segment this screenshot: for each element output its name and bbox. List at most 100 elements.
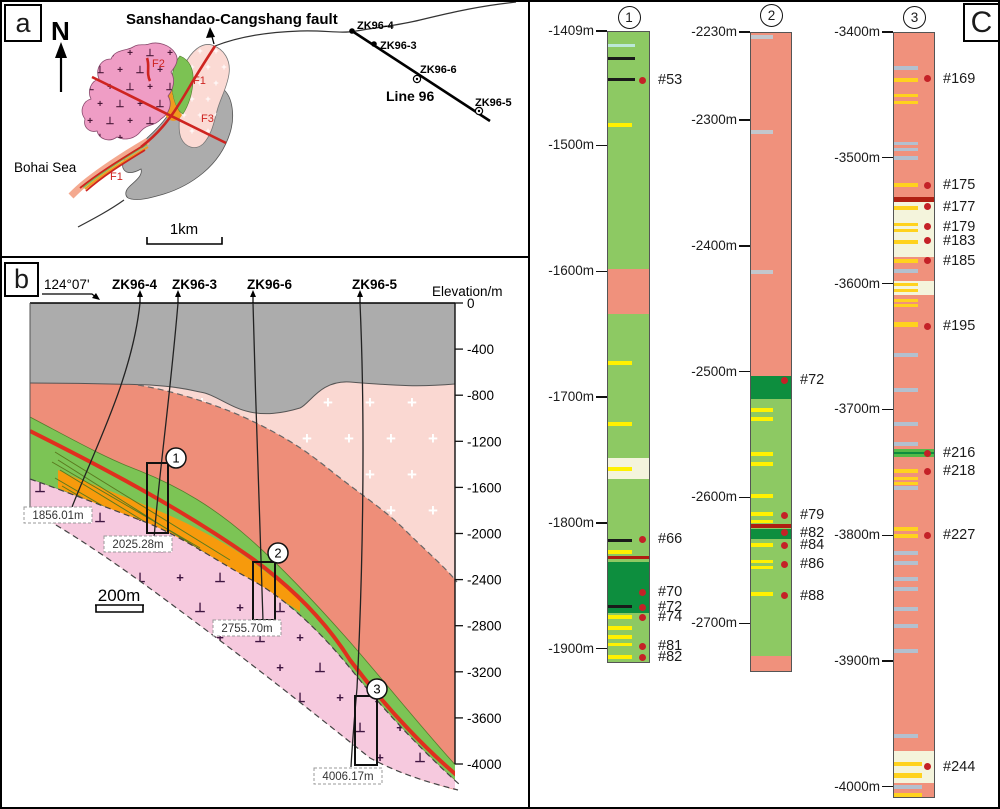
lithology-symbol: + bbox=[256, 690, 264, 705]
lithology-symbol: ⊥ bbox=[174, 750, 185, 765]
sample-dot bbox=[781, 376, 788, 384]
lithology-symbol: ⊥ bbox=[134, 690, 145, 705]
lith-band-gray_band bbox=[751, 270, 773, 275]
lithology-symbol: ⊥ bbox=[114, 720, 125, 735]
lith-band-yellow bbox=[751, 566, 773, 570]
sample-interval-rect-1 bbox=[146, 462, 169, 534]
lith-band-yellow bbox=[608, 360, 632, 365]
borehole-collar-label: ZK96-5 bbox=[352, 277, 398, 292]
sample-dot bbox=[924, 763, 931, 771]
lith-band-bluegray bbox=[894, 155, 918, 160]
depth-tick bbox=[739, 119, 750, 121]
panel-b-label: b bbox=[4, 262, 39, 297]
sample-dot bbox=[781, 511, 788, 519]
depth-tick bbox=[596, 396, 607, 398]
lith-band-gold bbox=[894, 476, 918, 480]
lithology-symbol: + bbox=[156, 600, 164, 615]
lith-band-yellow bbox=[751, 543, 773, 547]
borehole-arrow-icon bbox=[250, 290, 256, 297]
elevation-tick-label: -800 bbox=[467, 388, 494, 403]
elevation-tick-label: -3600 bbox=[467, 711, 502, 726]
sample-dot bbox=[639, 588, 646, 596]
lithology-symbol: + bbox=[76, 720, 84, 735]
lithology-symbol: + bbox=[167, 48, 173, 59]
lithology-symbol: + bbox=[56, 750, 64, 765]
lithology-symbol: + bbox=[147, 82, 153, 93]
lith-band-bluegray bbox=[894, 784, 922, 789]
borehole-trace-zk96-3 bbox=[153, 302, 179, 540]
bearing-arrow-icon bbox=[92, 293, 100, 300]
sample-dot bbox=[924, 223, 931, 231]
depth-tick bbox=[882, 660, 893, 662]
sample-dot bbox=[639, 642, 646, 650]
lith-band-gold bbox=[894, 793, 922, 798]
column-marker-2: 2 bbox=[760, 4, 783, 27]
lithology-symbol: ⊥ bbox=[166, 82, 175, 93]
lithology-symbol: + bbox=[407, 465, 417, 484]
lithology-symbol: ⊥ bbox=[96, 65, 105, 76]
section-marker-1: 1 bbox=[165, 447, 187, 469]
elevation-tick-label: -2400 bbox=[467, 573, 502, 588]
lithology-symbol: + bbox=[197, 46, 202, 56]
borehole-trace-zk96-6 bbox=[252, 302, 264, 622]
lith-band-bluegray bbox=[894, 587, 918, 592]
lithology-symbol: ⊥ bbox=[174, 630, 185, 645]
borehole-collar-label: ZK96-6 bbox=[247, 277, 293, 292]
depth-tick-label: -1900m bbox=[548, 640, 594, 656]
sample-label: #53 bbox=[658, 72, 683, 89]
lithology-symbol: + bbox=[87, 116, 93, 127]
depth-tick bbox=[882, 282, 893, 285]
depth-tick-label: -3700m bbox=[834, 401, 880, 417]
elevation-tick-label: -3200 bbox=[467, 665, 502, 680]
lithology-symbol: ⊥ bbox=[106, 116, 115, 127]
lith-band-bluegray bbox=[894, 550, 918, 555]
lithology-symbol: ⊥ bbox=[194, 720, 205, 735]
lith-band-gold bbox=[894, 77, 918, 82]
pluton-top-dashed-boundary bbox=[29, 478, 461, 786]
lithology-symbol: + bbox=[117, 65, 123, 76]
sample-dot bbox=[639, 653, 646, 661]
sample-label: #79 bbox=[800, 507, 825, 524]
sample-dot bbox=[924, 467, 931, 475]
lithology-symbol: + bbox=[197, 78, 202, 88]
depth-tick-label: -3400m bbox=[834, 24, 880, 39]
lithology-symbol: ⊥ bbox=[274, 600, 285, 615]
sample-label: #70 bbox=[658, 584, 683, 601]
lith-band-yellow bbox=[751, 592, 773, 597]
fault-title-arrow bbox=[206, 27, 215, 38]
sample-dot bbox=[924, 203, 931, 211]
lithology-symbol: ⊥ bbox=[34, 720, 45, 735]
lith-band-yellow bbox=[608, 626, 632, 631]
lith-band-gold bbox=[894, 299, 918, 303]
lith-band-darkred bbox=[751, 524, 791, 529]
elevation-tick-label: 0 bbox=[467, 296, 475, 311]
elevation-axis-label: Elevation/m bbox=[432, 284, 503, 299]
lith-band-yellow bbox=[608, 643, 632, 647]
lithology-symbol: + bbox=[407, 393, 417, 412]
lith-band-yellow bbox=[608, 655, 632, 660]
depth-tick bbox=[596, 522, 607, 524]
lith-band-gold bbox=[894, 100, 918, 104]
lith-band-yellow bbox=[751, 511, 773, 516]
depth-tick-label: -4000m bbox=[834, 778, 880, 794]
panel-a-map: ++++++++++++++++++ +⊥+⊥+⊥+⊥+⊥+⊥+⊥+⊥+⊥+⊥+… bbox=[14, 1, 517, 245]
lithology-symbol: + bbox=[197, 110, 202, 120]
strip-orange bbox=[84, 146, 149, 190]
lithology-symbol: + bbox=[127, 116, 133, 127]
lithology-symbol: + bbox=[428, 429, 438, 448]
depth-tick bbox=[739, 622, 750, 624]
sample-dot bbox=[781, 529, 788, 537]
lithology-symbol: + bbox=[296, 750, 304, 765]
lithology-symbol: + bbox=[396, 720, 404, 735]
lith-band-bluegray bbox=[894, 388, 918, 393]
lithology-symbol: + bbox=[76, 600, 84, 615]
lithology-symbol: + bbox=[213, 46, 218, 56]
lith-band-bluegray bbox=[894, 734, 918, 739]
lithology-symbol: + bbox=[386, 429, 396, 448]
depth-mark-2755: 2755.70m bbox=[212, 619, 282, 637]
lith-band-darkgreen bbox=[894, 451, 934, 455]
lithology-symbol: + bbox=[296, 630, 304, 645]
depth-tick-label: -2700m bbox=[691, 615, 737, 631]
sample-label: #227 bbox=[943, 527, 976, 544]
elevation-tick-label: -1200 bbox=[467, 434, 502, 449]
